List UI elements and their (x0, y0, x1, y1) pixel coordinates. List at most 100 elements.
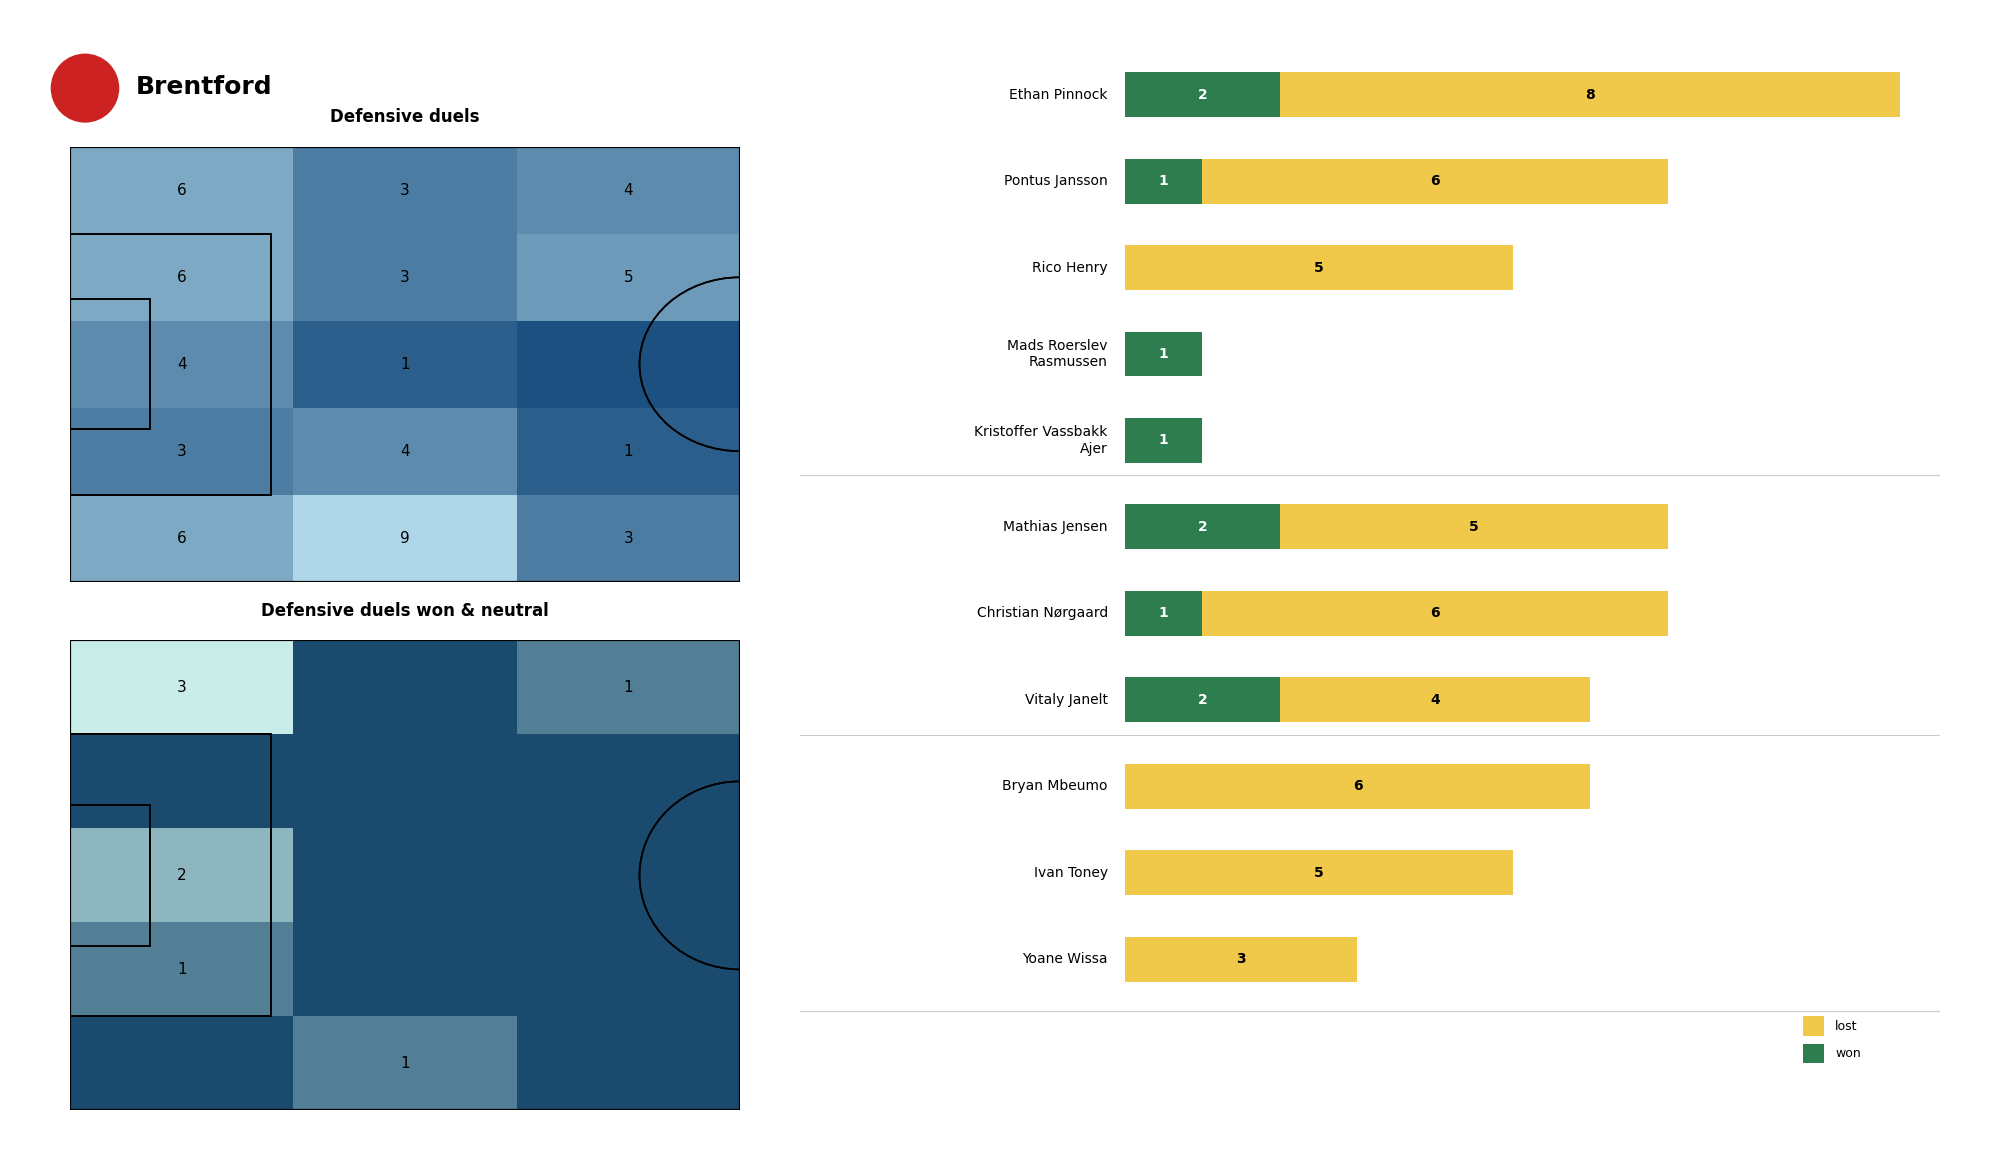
Text: 4: 4 (400, 444, 410, 458)
Text: Christian Nørgaard: Christian Nørgaard (976, 606, 1108, 620)
Bar (516, 408, 740, 495)
Text: 4: 4 (176, 357, 186, 371)
Text: 6: 6 (176, 183, 186, 197)
Bar (70, 495, 294, 582)
Bar (1804, 1016, 1824, 1036)
Bar (516, 922, 740, 1016)
Bar (1202, 591, 1668, 636)
Text: lost: lost (1836, 1020, 1858, 1033)
Bar (1124, 764, 1590, 808)
Text: 2: 2 (1198, 521, 1208, 533)
Bar (70, 922, 294, 1016)
Bar (516, 321, 740, 408)
Text: Defensive duels won & neutral: Defensive duels won & neutral (262, 602, 548, 620)
Text: 1: 1 (176, 962, 186, 976)
Bar (1124, 331, 1202, 376)
Text: won: won (1836, 1047, 1860, 1060)
Bar (1124, 936, 1358, 982)
Text: 4: 4 (624, 183, 634, 197)
Bar (294, 321, 516, 408)
Bar (1124, 159, 1202, 203)
Text: 6: 6 (1352, 779, 1362, 793)
Circle shape (52, 54, 118, 122)
Text: Pontus Jansson: Pontus Jansson (1004, 174, 1108, 188)
Text: 1: 1 (400, 1056, 410, 1070)
Bar (516, 234, 740, 321)
Bar (1280, 504, 1668, 550)
Bar (70, 805, 150, 946)
Text: 1: 1 (1158, 347, 1168, 361)
Text: 1: 1 (624, 444, 634, 458)
Text: 8: 8 (1586, 88, 1594, 101)
Text: Rico Henry: Rico Henry (1032, 261, 1108, 275)
Bar (70, 300, 150, 429)
Bar (1124, 591, 1202, 636)
Text: 9: 9 (400, 531, 410, 545)
Bar (70, 734, 294, 828)
Bar (1124, 504, 1280, 550)
Text: Mads Roerslev
Rasmussen: Mads Roerslev Rasmussen (1008, 338, 1108, 369)
Bar (294, 408, 516, 495)
Text: 5: 5 (1314, 866, 1324, 880)
Text: 6: 6 (176, 531, 186, 545)
Text: 6: 6 (1430, 606, 1440, 620)
Text: 4: 4 (1430, 693, 1440, 707)
Text: 1: 1 (400, 357, 410, 371)
Bar (1124, 851, 1512, 895)
Bar (294, 1016, 516, 1110)
Text: Mathias Jensen: Mathias Jensen (1004, 521, 1108, 533)
Text: 5: 5 (1468, 521, 1478, 533)
Bar (516, 147, 740, 234)
Bar (294, 922, 516, 1016)
Bar (70, 734, 272, 1016)
Text: 5: 5 (1314, 261, 1324, 275)
Text: Brentford: Brentford (136, 75, 272, 99)
Bar (1280, 72, 1900, 118)
Bar (1124, 678, 1280, 723)
Text: 1: 1 (1158, 174, 1168, 188)
Bar (1124, 418, 1202, 463)
Bar (70, 640, 294, 734)
Bar (70, 734, 272, 1016)
Bar (70, 828, 294, 922)
Text: 3: 3 (400, 183, 410, 197)
Text: 2: 2 (1198, 693, 1208, 707)
Bar (294, 734, 516, 828)
Text: Ivan Toney: Ivan Toney (1034, 866, 1108, 880)
Text: 3: 3 (624, 531, 634, 545)
Text: Defensive duels: Defensive duels (330, 108, 480, 127)
Bar (1124, 72, 1280, 118)
Bar (516, 495, 740, 582)
Bar (70, 321, 294, 408)
Text: Ethan Pinnock: Ethan Pinnock (1010, 88, 1108, 101)
Text: 2: 2 (176, 868, 186, 882)
Bar (294, 828, 516, 922)
Text: 6: 6 (176, 270, 186, 284)
Bar (70, 234, 294, 321)
Bar (294, 495, 516, 582)
Bar (1804, 1043, 1824, 1063)
Text: 3: 3 (400, 270, 410, 284)
Bar (516, 640, 740, 734)
Bar (70, 300, 150, 429)
Text: Vitaly Janelt: Vitaly Janelt (1024, 693, 1108, 707)
Text: 1: 1 (1158, 606, 1168, 620)
Bar (70, 147, 294, 234)
Text: Bryan Mbeumo: Bryan Mbeumo (1002, 779, 1108, 793)
Text: 3: 3 (176, 444, 186, 458)
Text: 2: 2 (1198, 88, 1208, 101)
Text: 1: 1 (1158, 434, 1168, 448)
Bar (294, 640, 516, 734)
Bar (1280, 678, 1590, 723)
Bar (70, 234, 272, 495)
Bar (70, 805, 150, 946)
Bar (70, 1016, 294, 1110)
Text: 5: 5 (624, 270, 634, 284)
Bar (516, 1016, 740, 1110)
Bar (70, 234, 272, 495)
Bar (294, 147, 516, 234)
Bar (1124, 246, 1512, 290)
Text: 6: 6 (1430, 174, 1440, 188)
Bar (516, 734, 740, 828)
Bar (516, 828, 740, 922)
